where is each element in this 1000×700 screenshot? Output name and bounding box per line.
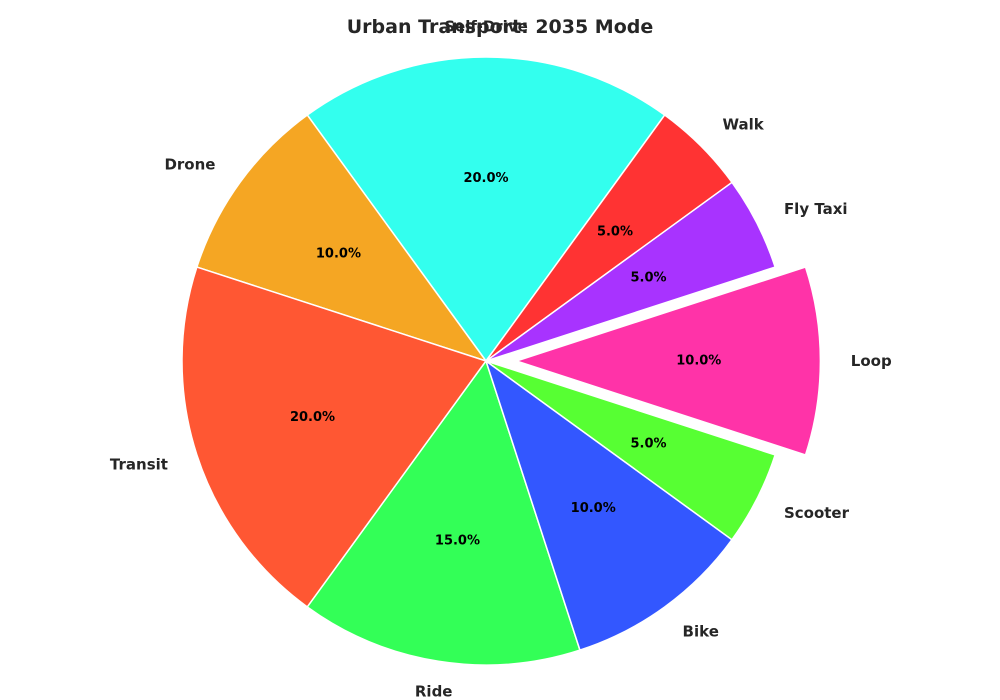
pie-slice-loop [513, 266, 822, 456]
pie-slices [181, 56, 822, 666]
category-label-bike: Bike [683, 623, 719, 641]
pie-slice-bike [484, 359, 733, 652]
percent-label-scooter: 5.0% [630, 436, 666, 451]
category-label-walk: Walk [722, 116, 764, 134]
pie-slice-scooter [485, 360, 777, 541]
category-label-ride: Ride [415, 682, 453, 700]
percent-label-bike: 10.0% [571, 501, 616, 516]
category-label-drone: Drone [164, 155, 215, 173]
pie-slice-transit [181, 266, 488, 608]
percent-label-drone: 10.0% [316, 246, 361, 261]
percent-label-loop: 10.0% [676, 354, 721, 369]
category-label-fly-taxi: Fly Taxi [784, 200, 848, 218]
category-label-scooter: Scooter [784, 504, 850, 522]
category-label-self-drive: Self-Drive [444, 18, 528, 36]
percent-label-walk: 5.0% [597, 225, 633, 240]
percent-label-transit: 20.0% [290, 410, 335, 425]
pie-slice-drone [195, 114, 488, 363]
category-label-loop: Loop [851, 352, 892, 370]
percent-label-fly-taxi: 5.0% [630, 271, 666, 286]
percent-label-ride: 15.0% [435, 534, 480, 549]
pie-slice-walk [485, 114, 733, 362]
percent-labels: 20.0% 10.0% 20.0% 15.0% 10.0% 5.0% 10.0% 5.0% 5.… [290, 171, 721, 549]
pie-slice-self-drive [306, 56, 666, 363]
category-label-transit: Transit [110, 455, 168, 473]
chart-title: Urban Transport: 2035 Mode [347, 16, 654, 38]
percent-label-self-drive: 20.0% [463, 171, 508, 186]
pie-slice-ride [306, 359, 581, 666]
category-labels: Self-Drive Drone Transit Ride Bike Scooter Loo… [110, 18, 892, 700]
